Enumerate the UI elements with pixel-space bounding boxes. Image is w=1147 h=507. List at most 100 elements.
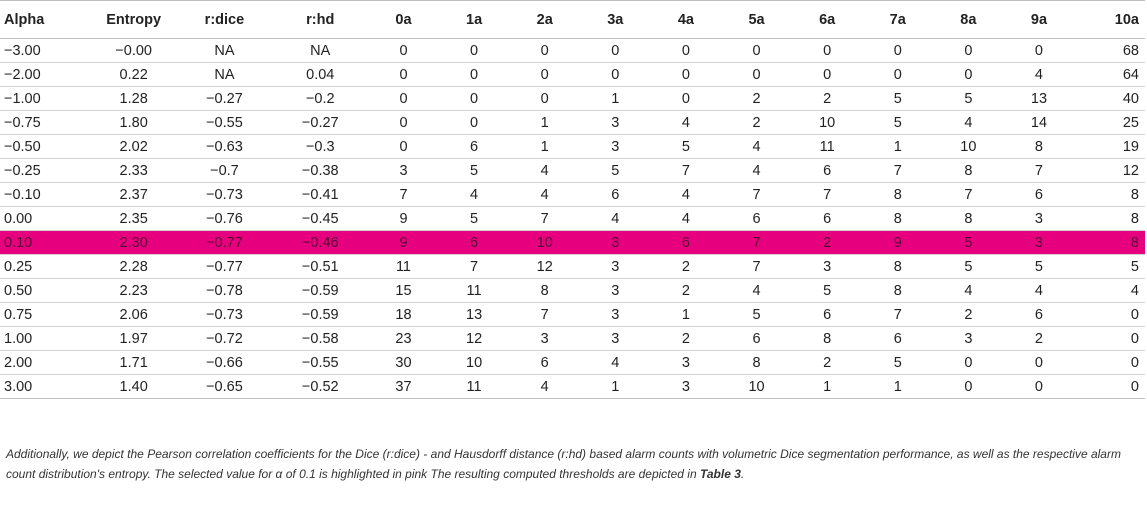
table-cell: 2 <box>752 114 761 131</box>
table-cell: 4 <box>540 378 549 395</box>
table-cell: 8 <box>893 258 902 275</box>
table-cell: 4 <box>964 114 973 131</box>
column-header: 1a <box>466 11 483 28</box>
table-cell: 3 <box>964 330 973 347</box>
table-cell: 1.28 <box>119 90 148 107</box>
table-cell: 1.71 <box>119 354 148 371</box>
table-cell: 5 <box>893 354 902 371</box>
table-cell: 12 <box>536 258 553 275</box>
table-cell: 5 <box>964 234 973 251</box>
table-cell: 0 <box>611 42 620 59</box>
table-cell: 6 <box>752 210 761 227</box>
table-cell: −0.27 <box>301 114 339 131</box>
table-cell: 4 <box>752 138 761 155</box>
table-cell: −2.00 <box>4 66 41 83</box>
column-header: 2a <box>536 11 553 28</box>
table-cell: 12 <box>1122 162 1139 179</box>
table-cell: 6 <box>611 186 620 203</box>
table-row: 0.75 2.06 −0.73 −0.59 18 13 7 3 1 5 6 7 2 6 0 <box>0 303 1145 327</box>
table-cell: 0 <box>964 66 973 83</box>
table-cell: 8 <box>964 210 973 227</box>
table-cell: −0.52 <box>301 378 339 395</box>
table-cell: 2.00 <box>4 354 33 371</box>
table-cell: 7 <box>470 258 479 275</box>
table-cell: 1.00 <box>4 330 33 347</box>
table-cell: 5 <box>470 162 479 179</box>
table-cell: 4 <box>540 162 549 179</box>
table-cell: 2 <box>681 330 690 347</box>
table-cell: 11 <box>819 138 835 155</box>
table-cell: 13 <box>1030 90 1048 107</box>
column-header: 7a <box>889 11 906 28</box>
table-cell: 2 <box>681 258 690 275</box>
table-cell: 2 <box>752 90 761 107</box>
table-cell: 68 <box>1122 42 1139 59</box>
table-cell: 1 <box>611 90 620 107</box>
table-cell: 3 <box>611 330 620 347</box>
table-cell: 19 <box>1122 138 1139 155</box>
table-row: 0.50 2.23 −0.78 −0.59 15 11 8 3 2 4 5 8 4 4 4 <box>0 279 1145 303</box>
table-cell: 6 <box>681 234 690 251</box>
table-cell: 40 <box>1122 90 1139 107</box>
table-cell: −0.10 <box>4 186 41 203</box>
table-cell: 6 <box>893 330 902 347</box>
table-cell: 3 <box>1034 234 1043 251</box>
table-cell: 6 <box>1034 186 1043 203</box>
table-cell: 18 <box>395 306 412 323</box>
header-row: Alpha Entropy r:dice r:hd 0a 1a 2a 3a 4a 5a 6a 7a 8a… <box>0 0 1145 39</box>
table-cell: 0 <box>681 90 690 107</box>
table-cell: 0 <box>540 90 549 107</box>
table-cell: −0.77 <box>206 258 243 275</box>
table-cell: 3 <box>611 234 620 251</box>
table-cell: 23 <box>395 330 412 347</box>
alarm-count-table: Alpha Entropy r:dice r:hd 0a 1a 2a 3a 4a 5a 6a 7a 8a… <box>0 0 1145 399</box>
table-cell: 1 <box>540 138 549 155</box>
table-cell: 3 <box>823 258 832 275</box>
table-cell: 3 <box>611 282 620 299</box>
column-header: 3a <box>607 11 624 28</box>
table-cell: 4 <box>611 210 620 227</box>
table-cell: 2 <box>1034 330 1043 347</box>
table-cell: −0.58 <box>301 330 339 347</box>
table-cell: 3 <box>611 114 620 131</box>
table-cell: 3 <box>611 306 620 323</box>
table-cell: 0 <box>399 90 408 107</box>
table-cell: 5 <box>681 138 690 155</box>
table-cell: 6 <box>470 234 479 251</box>
table-cell: 2 <box>681 282 690 299</box>
table-cell: 6 <box>470 138 479 155</box>
table-cell: 6 <box>823 210 832 227</box>
table-cell: 9 <box>399 210 408 227</box>
table-cell: 3 <box>1034 210 1043 227</box>
table-cell: 1 <box>681 306 690 323</box>
table-cell: 0 <box>752 66 761 83</box>
table-cell: 0.04 <box>306 66 335 83</box>
table-cell: 0 <box>399 138 408 155</box>
table-row: 3.00 1.40 −0.65 −0.52 37 11 4 1 3 10 1 1 0 0 0 <box>0 375 1145 399</box>
table-cell: 6 <box>823 306 832 323</box>
table-cell: −0.72 <box>206 330 243 347</box>
table-cell: 0 <box>399 42 408 59</box>
table-cell: 0 <box>1034 42 1043 59</box>
table-cell: 5 <box>611 162 620 179</box>
column-header: 6a <box>819 11 836 28</box>
table-cell: −0.38 <box>301 162 339 179</box>
table-cell: 3 <box>681 378 690 395</box>
table-row: 1.00 1.97 −0.72 −0.58 23 12 3 3 2 6 8 6 3 2 0 <box>0 327 1145 351</box>
table-cell: 7 <box>540 306 549 323</box>
table-cell: 6 <box>1034 306 1043 323</box>
table-cell: −0.00 <box>115 42 152 59</box>
table-cell: 4 <box>470 186 479 203</box>
table-cell: 8 <box>893 186 902 203</box>
table-cell: −0.78 <box>206 282 243 299</box>
table-cell: −1.00 <box>4 90 41 107</box>
table-cell: 6 <box>752 330 761 347</box>
table-row: −0.50 2.02 −0.63 −0.3 0 6 1 3 5 4 11 1 10 8 19 <box>0 135 1145 159</box>
table-row: 0.00 2.35 −0.76 −0.45 9 5 7 4 4 6 6 8 8 3 8 <box>0 207 1145 231</box>
table-cell: 0 <box>1130 306 1139 323</box>
table-cell: 0 <box>470 90 479 107</box>
table-cell: −0.2 <box>305 90 335 107</box>
caption-end: . <box>740 467 745 481</box>
table-cell: 7 <box>752 186 761 203</box>
table-row: −0.25 2.33 −0.7 −0.38 3 5 4 5 7 4 6 7 8 7 12 <box>0 159 1145 183</box>
